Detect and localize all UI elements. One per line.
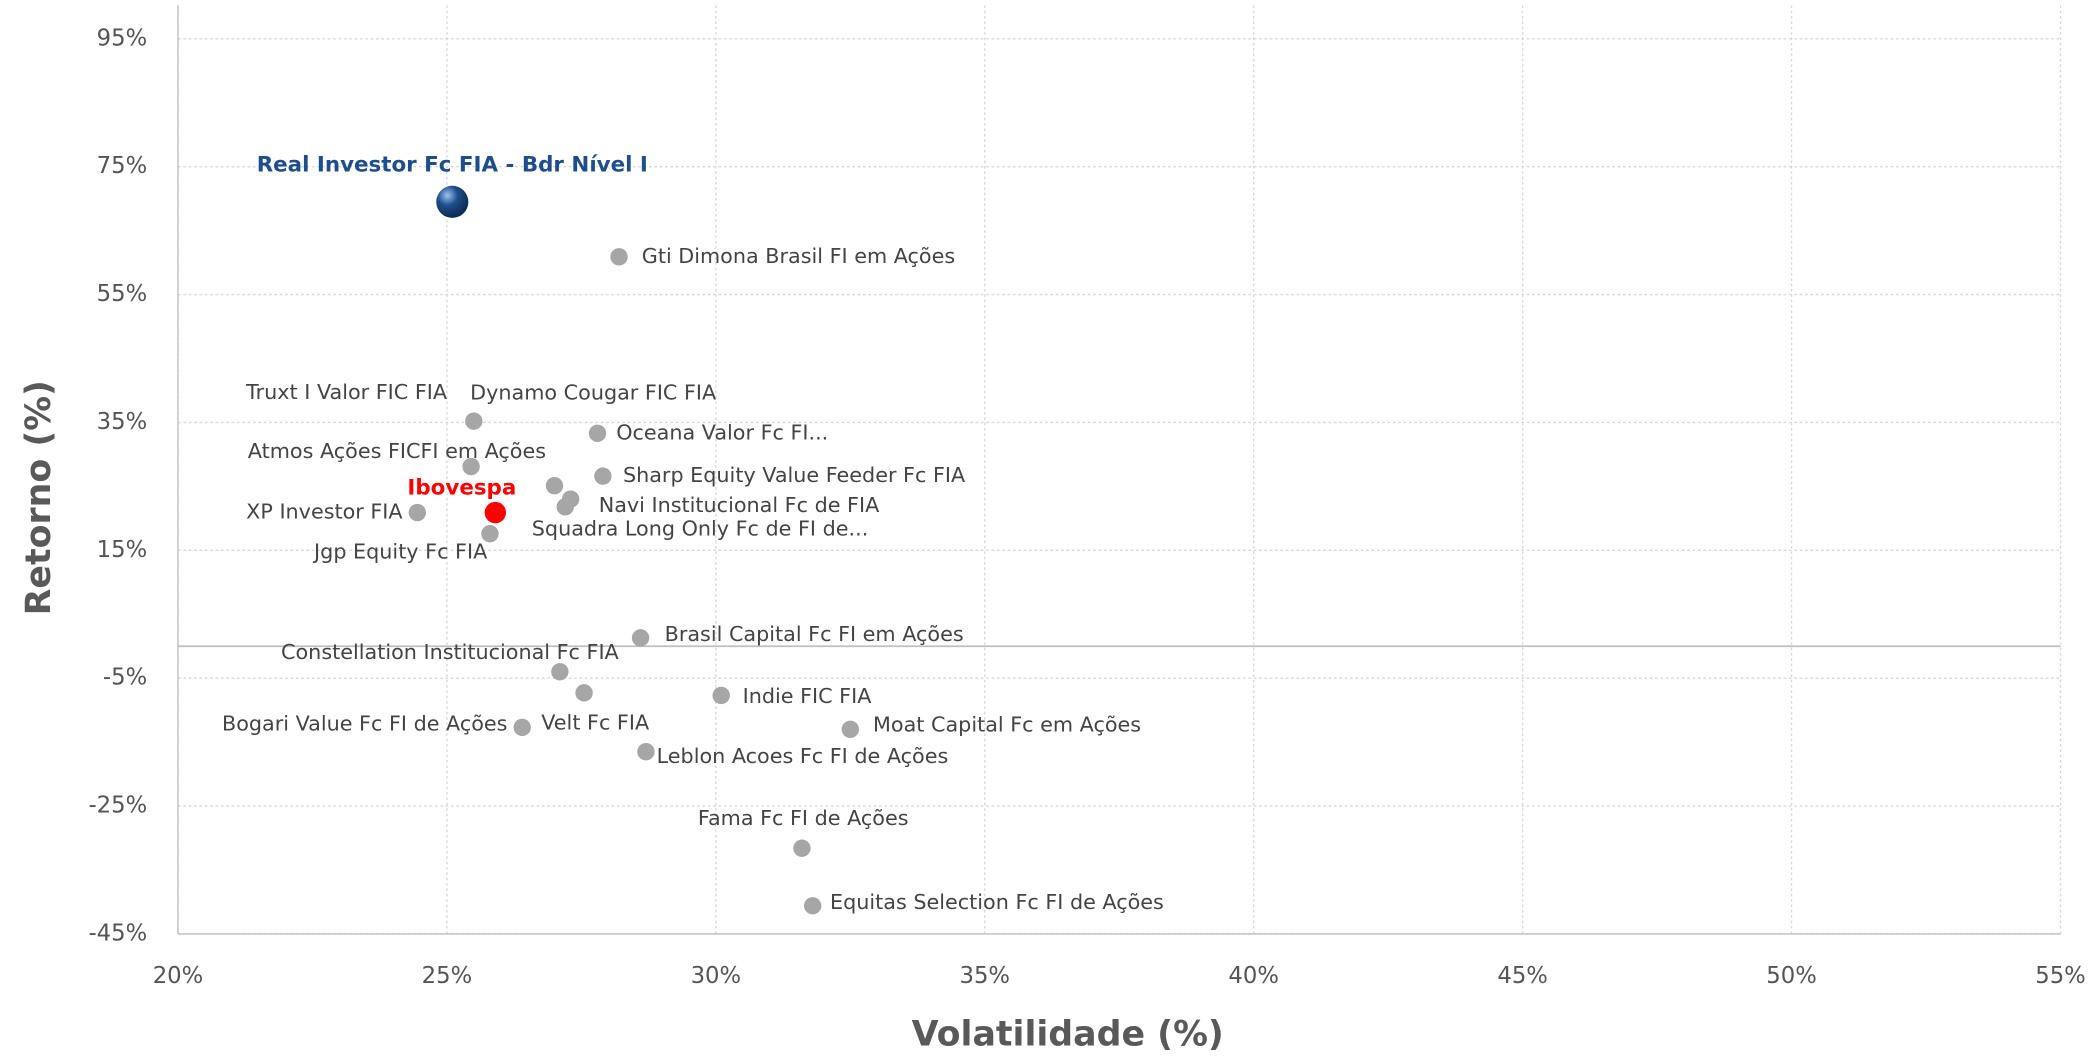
point [481, 524, 499, 543]
point-label: Constellation Institucional Fc FIA [281, 640, 619, 664]
point [436, 185, 469, 218]
point-label: Brasil Capital Fc FI em Ações [665, 622, 964, 646]
x-axis-title: Volatilidade (%) [912, 1015, 1224, 1055]
point [594, 467, 612, 485]
point-label: Oceana Valor Fc FI... [616, 420, 828, 444]
y-tick-label: 95% [97, 25, 148, 51]
x-tick-label: 50% [1766, 963, 1817, 989]
point [462, 457, 480, 476]
x-tick-label: 30% [691, 963, 742, 989]
point-label: Sharp Equity Value Feeder Fc FIA [623, 463, 965, 487]
x-tick-label: 45% [1497, 963, 1548, 989]
y-tick-label: -25% [88, 793, 147, 819]
y-tick-label: 35% [97, 409, 148, 435]
point-label: Indie FIC FIA [743, 684, 872, 708]
point-label: Equitas Selection Fc FI de Ações [830, 890, 1164, 914]
y-axis-title: Retorno (%) [19, 380, 59, 615]
point [793, 839, 811, 857]
point-label: Dynamo Cougar FIC FIA [470, 380, 716, 404]
x-tick-label: 20% [153, 963, 204, 989]
y-tick-label: -5% [103, 665, 147, 691]
point [712, 686, 730, 705]
x-tick-label: 40% [1228, 963, 1279, 989]
y-tick-label: 55% [97, 281, 148, 307]
y-tick-label: 15% [97, 537, 148, 563]
x-tick-label: 25% [422, 963, 473, 989]
y-tick-label: 75% [97, 153, 148, 179]
point-label: Squadra Long Only Fc de FI de... [532, 517, 869, 541]
point [551, 663, 569, 681]
point-label: Moat Capital Fc em Ações [873, 712, 1141, 736]
point-label: Fama Fc FI de Ações [698, 806, 909, 830]
point [408, 503, 427, 522]
point [513, 718, 531, 737]
point-label: Velt Fc FIA [541, 711, 649, 735]
point [841, 720, 860, 739]
point-label: Bogari Value Fc FI de Ações [222, 712, 508, 736]
point-label: Atmos Ações FICFI em Ações [248, 439, 546, 463]
point-label: Ibovespa [407, 475, 516, 500]
point-label: Truxt I Valor FIC FIA [245, 380, 447, 404]
point-label: Real Investor Fc FIA - Bdr Nível I [257, 153, 648, 178]
x-tick-label: 35% [960, 963, 1011, 989]
point [631, 629, 650, 647]
point-label: Navi Institucional Fc de FIA [599, 493, 880, 517]
x-tick-label: 55% [2035, 963, 2086, 989]
point [465, 412, 483, 430]
point [610, 248, 628, 266]
point [803, 897, 822, 915]
y-tick-label: -45% [88, 920, 147, 946]
point-label: Jgp Equity Fc FIA [312, 539, 487, 563]
point-label: Leblon Acoes Fc FI de Ações [657, 744, 949, 768]
point [545, 477, 564, 495]
point [484, 501, 507, 524]
point-label: Gti Dimona Brasil FI em Ações [642, 244, 955, 268]
point [588, 424, 607, 442]
point [637, 742, 655, 761]
point [575, 684, 593, 702]
point-label: XP Investor FIA [246, 500, 402, 524]
point [556, 498, 574, 516]
